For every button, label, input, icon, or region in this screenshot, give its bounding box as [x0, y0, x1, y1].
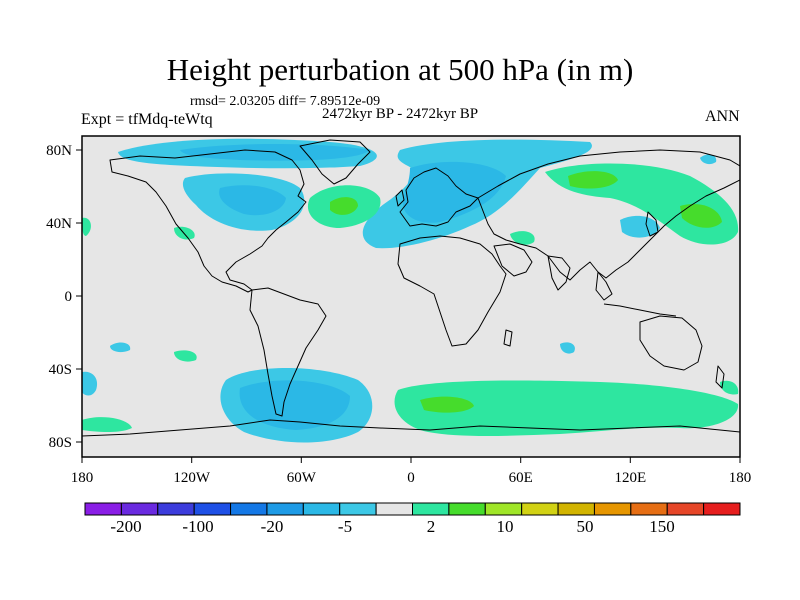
coast-india [547, 255, 571, 291]
colorbar-swatch [193, 502, 232, 516]
contour-southern-ocean-core [420, 396, 474, 413]
lon-label-60e: 60E [509, 470, 533, 486]
contour-indian-ocean-edge [560, 342, 575, 354]
contour-north-atlantic-core [330, 197, 358, 215]
contour-southeast-edge [720, 380, 739, 395]
colorbar-swatch [230, 502, 268, 516]
colorbar-label: 50 [577, 517, 594, 536]
coast-africa [397, 235, 507, 347]
colorbar-labels: -200 -100 -20 -5 2 10 50 150 [110, 517, 674, 536]
colorbar-label: -5 [338, 517, 352, 536]
coast-greenland [299, 139, 371, 185]
lat-label-40s: 40S [49, 362, 72, 378]
contour-southwest [82, 371, 98, 396]
contour-fields [82, 138, 739, 443]
contour-central-asia-core [568, 171, 618, 189]
contour-arctic-east [700, 154, 717, 165]
coast-uk [395, 189, 405, 207]
lat-label-80s: 80S [49, 435, 72, 451]
colorbar [84, 502, 741, 516]
colorbar-swatch [448, 502, 486, 516]
stats-label: rmsd= 2.03205 diff= 7.89512e-09 [190, 94, 381, 109]
coast-antarctica [82, 419, 740, 437]
contour-ross-sea [82, 417, 132, 432]
contour-south-pacific [110, 342, 131, 353]
colorbar-swatch [375, 502, 413, 516]
contour-scandinavia-core [402, 161, 506, 223]
contour-japan [620, 215, 660, 238]
colorbar-swatch [557, 502, 595, 516]
lon-label-180w: 180 [71, 470, 94, 486]
lon-label-180e: 180 [729, 470, 752, 486]
coast-new-zealand [715, 365, 725, 389]
contour-mediterranean [510, 231, 535, 245]
coast-asia [477, 149, 740, 281]
colorbar-swatch [302, 502, 341, 516]
lon-label-120e: 120E [614, 470, 646, 486]
period-label: 2472kyr BP - 2472kyr BP [322, 106, 479, 122]
latitude-ticks [76, 149, 82, 443]
coast-indonesia [603, 303, 677, 317]
coast-north-america [109, 149, 307, 293]
colorbar-swatch [484, 502, 523, 516]
longitude-axis: 180 120W 60W 0 60E 120E 180 [71, 457, 752, 486]
coast-southeast-asia [595, 271, 613, 301]
colorbar-swatch [266, 502, 304, 516]
coast-australia [639, 315, 703, 371]
coast-japan [645, 211, 659, 237]
coastlines [82, 139, 740, 437]
lon-label-0: 0 [407, 470, 415, 486]
colorbar-swatch [630, 502, 668, 516]
coast-south-america [249, 287, 327, 417]
negative-contours-inner [180, 144, 506, 430]
colorbar-swatch [666, 502, 705, 516]
colorbar-label: -200 [110, 517, 141, 536]
season-label: ANN [705, 108, 740, 125]
colorbar-label: -100 [182, 517, 213, 536]
coast-arabia [493, 243, 533, 277]
lon-label-60w: 60W [287, 470, 317, 486]
contour-south-pacific-north [174, 350, 197, 362]
positive-contours-inner [330, 171, 722, 413]
lon-label-120w: 120W [173, 470, 211, 486]
colorbar-label: 150 [649, 517, 675, 536]
lat-label-40n: 40N [46, 216, 72, 232]
coast-madagascar [503, 329, 513, 347]
colorbar-swatch [412, 502, 450, 516]
colorbar-swatch [521, 502, 559, 516]
contour-north-america-core [219, 185, 286, 216]
contour-west-pacific [82, 217, 91, 236]
colorbar-swatch [84, 502, 122, 516]
lat-label-0: 0 [65, 289, 73, 305]
colorbar-swatch [157, 502, 195, 516]
contour-southern-ocean [394, 380, 739, 436]
latitude-axis: 80N 40N 0 40S 80S [46, 143, 82, 451]
longitude-ticks [81, 457, 741, 463]
map-title: Height perturbation at 500 hPa (in m) [166, 52, 634, 87]
colorbar-swatch [339, 502, 377, 516]
contour-pacific-core [680, 203, 722, 228]
colorbar-label: 2 [427, 517, 436, 536]
colorbar-swatch [703, 502, 741, 516]
colorbar-swatch [593, 502, 632, 516]
experiment-label: Expt = tfMdq-teWtq [81, 111, 213, 128]
colorbar-label: 10 [497, 517, 514, 536]
contour-south-america-core [239, 380, 350, 430]
lat-label-80n: 80N [46, 143, 72, 159]
coast-europe [399, 167, 479, 227]
colorbar-label: -20 [261, 517, 284, 536]
colorbar-swatch [120, 502, 159, 516]
